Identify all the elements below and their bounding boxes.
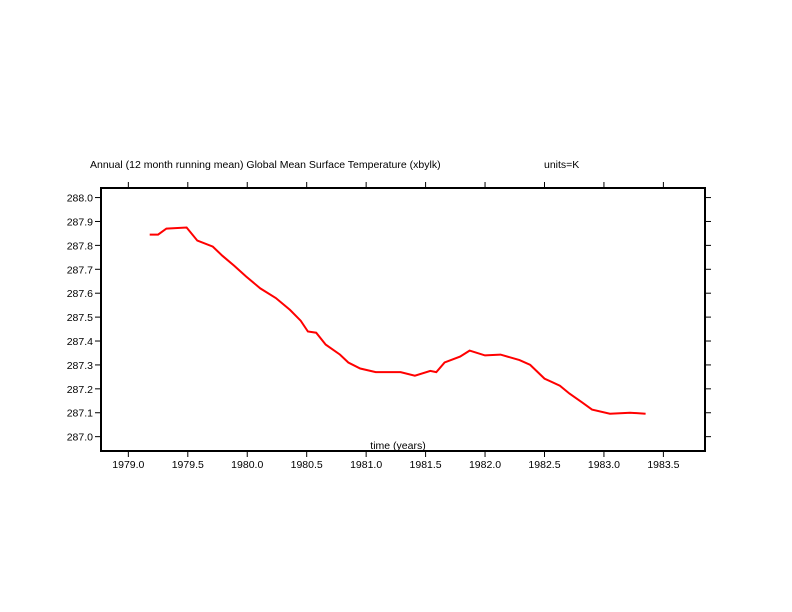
y-tick-label: 287.1	[67, 408, 93, 420]
y-tick-label: 288.0	[67, 193, 93, 205]
y-tick-label: 287.2	[67, 384, 93, 396]
x-axis-label: time (years)	[370, 440, 425, 452]
x-tick-label: 1979.5	[172, 459, 204, 471]
series-line	[149, 226, 646, 415]
y-tick-label: 287.7	[67, 264, 93, 276]
x-tick-label: 1982.0	[469, 459, 501, 471]
units-label: units=K	[544, 159, 579, 171]
y-tick-label: 287.4	[67, 336, 93, 348]
y-tick-label: 287.9	[67, 216, 93, 228]
x-tick-label: 1981.5	[410, 459, 442, 471]
y-tick-label: 287.5	[67, 312, 93, 324]
y-tick-label: 287.8	[67, 240, 93, 252]
y-tick-label: 287.3	[67, 360, 93, 372]
x-tick-label: 1980.0	[231, 459, 263, 471]
x-tick-label: 1981.0	[350, 459, 382, 471]
x-tick-label: 1983.5	[647, 459, 679, 471]
x-tick-label: 1983.0	[588, 459, 620, 471]
x-tick-label: 1980.5	[291, 459, 323, 471]
plot-frame	[100, 187, 706, 452]
chart-title: Annual (12 month running mean) Global Me…	[90, 159, 441, 171]
x-tick-label: 1982.5	[528, 459, 560, 471]
x-tick-label: 1979.0	[112, 459, 144, 471]
y-tick-label: 287.6	[67, 288, 93, 300]
y-tick-label: 287.0	[67, 432, 93, 444]
